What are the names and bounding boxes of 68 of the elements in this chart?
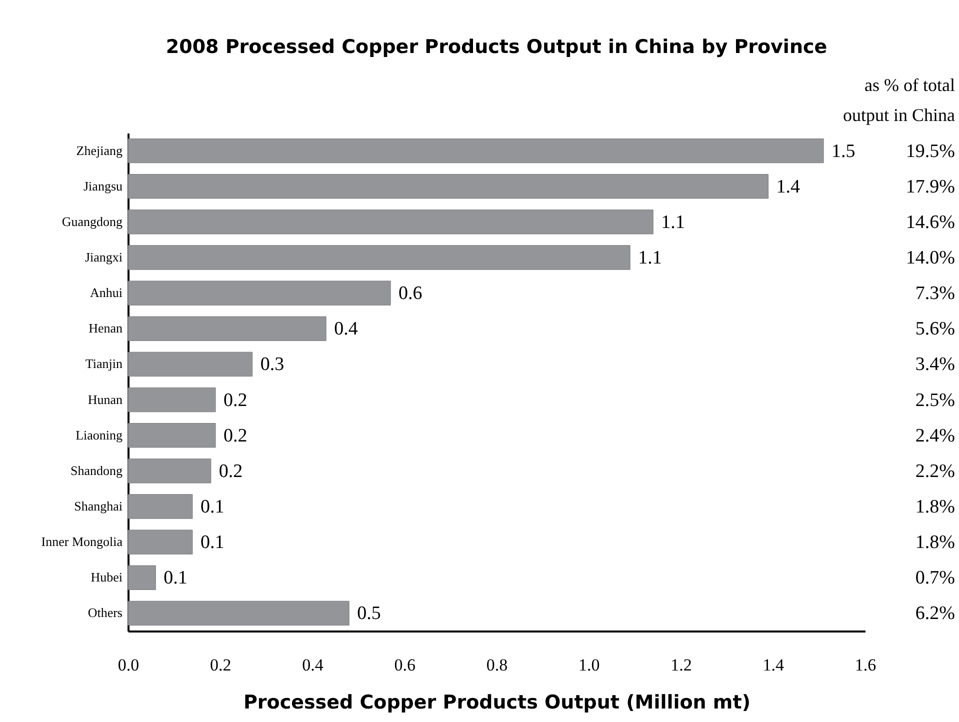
text: 19.5% — [906, 140, 956, 162]
text: 17.9% — [906, 176, 956, 198]
data-label: 1.1 — [661, 212, 685, 233]
chart-title: 2008 Processed Copper Products Output in China by Province — [166, 36, 828, 58]
bar — [128, 352, 253, 377]
bar — [128, 210, 654, 234]
x-tick-label: 0.0 — [118, 656, 140, 674]
y-tick-label: Liaoning — [76, 427, 123, 442]
data-label: 0.2 — [218, 460, 243, 482]
data-label: 1.4 — [776, 176, 801, 198]
data-label: 0.6 — [398, 283, 422, 304]
text: 3.4% — [915, 354, 956, 376]
text: as % of total output in China — [843, 75, 956, 125]
y-tick-label: Inner Mongolia — [41, 534, 123, 550]
text: 6.2% — [915, 603, 956, 624]
data-label: 0.1 — [200, 532, 224, 554]
bar — [128, 280, 391, 306]
data-label: 0.2 — [224, 425, 248, 446]
y-tick-label: Jiangxi — [84, 250, 123, 264]
data-label: 1.1 — [638, 248, 662, 268]
text: 7.3% — [915, 283, 956, 304]
bar — [128, 138, 824, 164]
y-tick-label: Tianjin — [85, 356, 123, 372]
y-tick-label: Zhejiang — [76, 142, 123, 158]
bar — [128, 316, 326, 341]
x-tick-label: 0.2 — [210, 656, 232, 674]
x-tick-label: 0.6 — [394, 656, 416, 674]
y-tick-label: Henan — [88, 320, 123, 336]
data-label: 0.1 — [164, 568, 188, 589]
text: 2.5% — [915, 390, 956, 411]
text: 2.4% — [915, 425, 956, 446]
y-tick-label: Others — [88, 605, 122, 620]
bar — [128, 494, 193, 519]
bar — [128, 530, 193, 554]
text: 2.2% — [915, 460, 956, 482]
data-label: 0.4 — [334, 318, 358, 340]
bar — [128, 600, 350, 626]
bar — [128, 174, 769, 199]
data-label: 0.3 — [260, 354, 284, 376]
data-label: 0.1 — [200, 496, 224, 518]
bar — [128, 245, 630, 270]
text: 1.8% — [915, 496, 956, 518]
y-tick-label: Hubei — [90, 570, 123, 585]
data-label: 0.2 — [224, 390, 248, 411]
y-tick-label: Guangdong — [62, 214, 123, 229]
x-tick-label: 1.6 — [854, 656, 876, 674]
x-tick-label: 1.0 — [578, 656, 600, 674]
y-tick-label: Shanghai — [74, 498, 123, 514]
data-label: 1.5 — [832, 140, 856, 162]
x-tick-label: 0.4 — [302, 656, 324, 674]
text: 14.6% — [906, 212, 956, 233]
y-tick-label: Anhui — [90, 285, 123, 300]
y-tick-label: Hunan — [88, 392, 123, 407]
text: 0.7% — [915, 568, 956, 589]
text: 5.6% — [915, 318, 956, 340]
y-tick-label: Jiangsu — [84, 178, 123, 194]
bar — [128, 423, 216, 448]
bar — [128, 565, 156, 590]
x-axis-title: Processed Copper Products Output (Million mt) — [243, 692, 751, 714]
bar — [128, 387, 216, 412]
text: 14.0% — [906, 248, 956, 268]
x-tick-label: 1.4 — [762, 656, 784, 674]
x-tick-label: 1.2 — [670, 656, 692, 674]
bar — [128, 458, 212, 484]
x-tick-label: 0.8 — [486, 656, 508, 674]
text: 1.8% — [915, 532, 956, 554]
data-label: 0.5 — [357, 603, 381, 624]
y-tick-label: Shandong — [70, 462, 123, 478]
